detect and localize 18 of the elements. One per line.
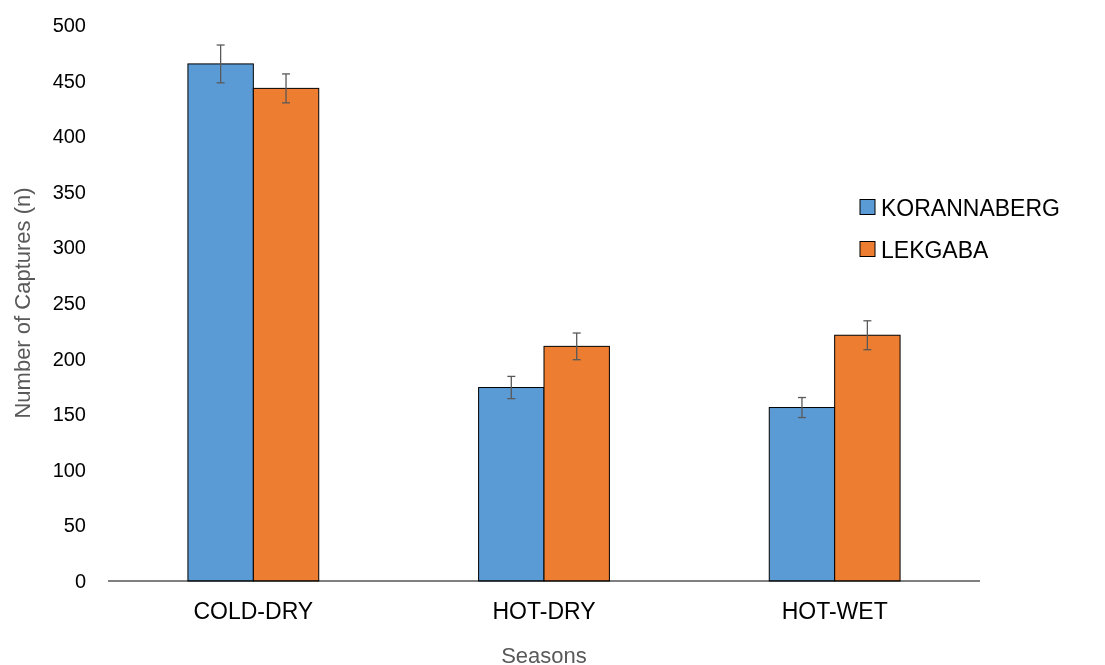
y-tick-label: 100 bbox=[52, 458, 86, 481]
y-tick-label: 500 bbox=[52, 14, 86, 36]
legend-label: KORANNABERG bbox=[881, 194, 1060, 221]
y-axis-title: Number of Captures (n) bbox=[10, 187, 35, 419]
legend-label: LEKGABA bbox=[881, 236, 990, 263]
y-tick-label: 400 bbox=[52, 125, 86, 148]
y-tick-label: 0 bbox=[74, 570, 86, 592]
x-axis-title: Seasons bbox=[501, 643, 587, 665]
y-tick-label: 450 bbox=[52, 69, 86, 92]
y-tick-label: 50 bbox=[63, 514, 86, 537]
y-tick-label: 250 bbox=[52, 292, 86, 314]
y-tick-label: 350 bbox=[52, 180, 86, 203]
x-tick-label: HOT-DRY bbox=[492, 598, 596, 624]
y-tick-label: 150 bbox=[52, 403, 86, 426]
y-tick-label: 300 bbox=[52, 236, 86, 259]
x-tick-label: HOT-WET bbox=[781, 598, 888, 624]
x-tick-label: COLD-DRY bbox=[193, 598, 314, 624]
y-tick-label: 200 bbox=[52, 347, 86, 370]
